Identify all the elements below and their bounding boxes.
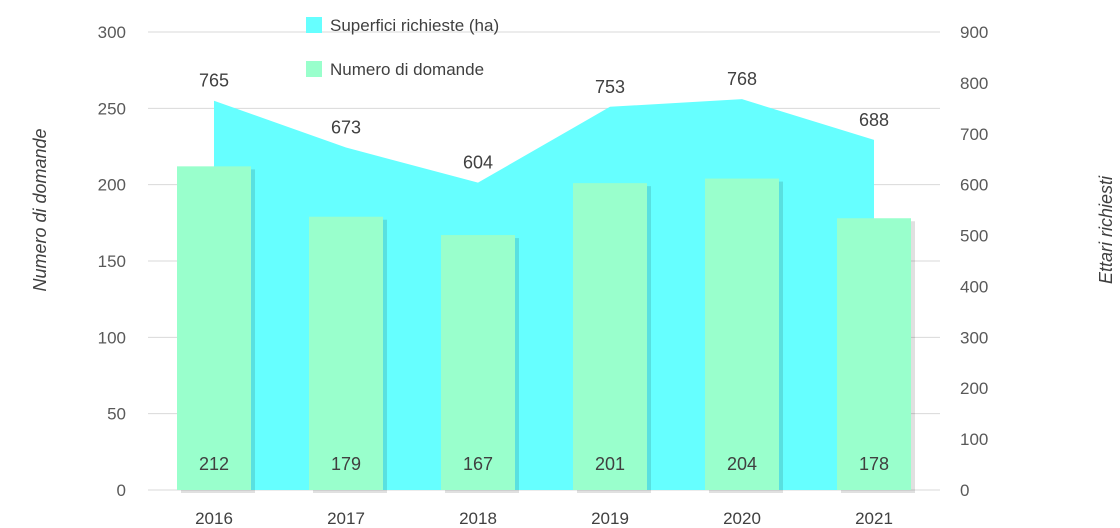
left-tick-label: 0 [117, 481, 126, 500]
right-axis-title: Ettari richiesti [1096, 175, 1116, 284]
right-tick-label: 400 [960, 277, 988, 296]
right-tick-label: 600 [960, 176, 988, 195]
x-tick-label: 2021 [855, 509, 893, 528]
bar-series [177, 166, 915, 493]
legend-label-bar: Numero di domande [330, 60, 484, 79]
right-tick-label: 0 [960, 481, 969, 500]
bar-data-label: 212 [199, 454, 229, 474]
right-tick-label: 300 [960, 328, 988, 347]
bar-data-label: 179 [331, 454, 361, 474]
bar-data-label: 201 [595, 454, 625, 474]
left-tick-label: 100 [98, 328, 126, 347]
area-data-label: 765 [199, 71, 229, 91]
bar [837, 218, 911, 490]
x-tick-label: 2016 [195, 509, 233, 528]
bar-data-label: 178 [859, 454, 889, 474]
right-tick-label: 900 [960, 23, 988, 42]
x-tick-label: 2019 [591, 509, 629, 528]
right-tick-label: 700 [960, 125, 988, 144]
x-tick-label: 2018 [459, 509, 497, 528]
bar [573, 183, 647, 490]
bar [309, 216, 383, 490]
area-data-label: 604 [463, 153, 493, 173]
area-data-labels: 765 673 604 753 768 688 [199, 69, 889, 172]
legend-swatch-bar [306, 61, 322, 77]
x-tick-label: 2017 [327, 509, 365, 528]
area-data-label: 768 [727, 69, 757, 89]
legend-swatch-area [306, 17, 322, 33]
bar [705, 178, 779, 490]
legend-label-area: Superfici richieste (ha) [330, 16, 499, 35]
left-tick-label: 300 [98, 23, 126, 42]
right-tick-label: 100 [960, 430, 988, 449]
right-axis-ticks: 0 100 200 300 400 500 600 700 800 900 [960, 23, 988, 500]
bar-data-label: 167 [463, 454, 493, 474]
legend: Superfici richieste (ha) Numero di doman… [306, 16, 499, 79]
x-tick-label: 2020 [723, 509, 761, 528]
bar [177, 166, 251, 490]
right-tick-label: 200 [960, 379, 988, 398]
x-axis-ticks: 2016 2017 2018 2019 2020 2021 [195, 509, 893, 528]
left-tick-label: 200 [98, 176, 126, 195]
area-data-label: 753 [595, 77, 625, 97]
bar-data-label: 204 [727, 454, 757, 474]
area-data-label: 673 [331, 118, 361, 138]
area-data-label: 688 [859, 110, 889, 130]
left-tick-label: 150 [98, 252, 126, 271]
left-tick-label: 250 [98, 99, 126, 118]
right-tick-label: 800 [960, 74, 988, 93]
bar [441, 235, 515, 490]
right-tick-label: 500 [960, 227, 988, 246]
left-tick-label: 50 [107, 405, 126, 424]
left-axis-ticks: 0 50 100 150 200 250 300 [98, 23, 126, 500]
left-axis-title: Numero di domande [30, 128, 50, 291]
bar-data-labels: 212 179 167 201 204 178 [199, 454, 889, 474]
